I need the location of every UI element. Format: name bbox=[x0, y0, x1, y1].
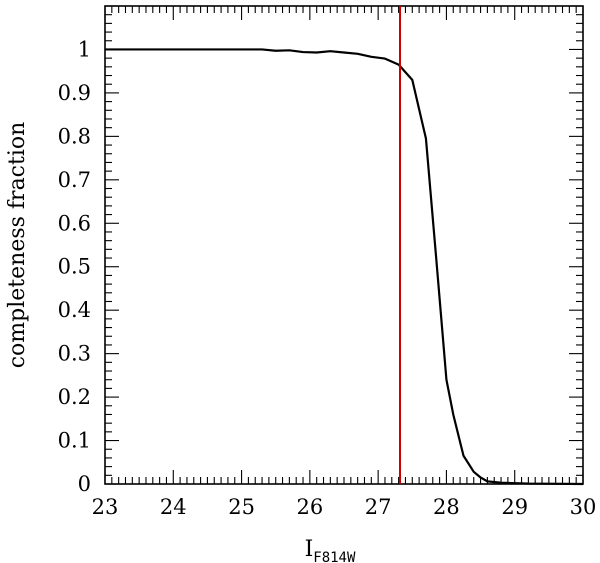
x-tick-label: 23 bbox=[92, 495, 119, 519]
x-tick-label: 29 bbox=[501, 495, 528, 519]
x-tick-label: 28 bbox=[433, 495, 460, 519]
completeness-curve bbox=[105, 48, 584, 486]
y-axis-title: completeness fraction bbox=[5, 122, 30, 369]
y-tick-label: 1 bbox=[78, 37, 91, 61]
x-tick-label: 27 bbox=[365, 495, 392, 519]
major-ticks bbox=[104, 5, 584, 485]
y-tick-label: 0.5 bbox=[58, 255, 91, 279]
plot-frame bbox=[104, 5, 584, 485]
y-tick-label: 0.6 bbox=[58, 211, 91, 235]
x-tick-label: 25 bbox=[228, 495, 255, 519]
x-axis-title: IF814W bbox=[305, 537, 356, 563]
y-tick-label: 0.8 bbox=[58, 124, 91, 148]
y-tick-label: 0.7 bbox=[58, 168, 91, 192]
x-tick-label: 30 bbox=[570, 495, 597, 519]
x-tick-labels: 23 24 25 26 27 28 29 30 bbox=[92, 495, 597, 519]
series-layer bbox=[105, 48, 584, 486]
y-tick-label: 0.1 bbox=[58, 429, 91, 453]
minor-ticks bbox=[105, 6, 583, 484]
x-axis-title-subscript: F814W bbox=[313, 550, 356, 563]
x-tick-label: 26 bbox=[296, 495, 323, 519]
x-axis-title-main: I bbox=[305, 537, 314, 562]
x-tick-label: 24 bbox=[160, 495, 187, 519]
y-tick-label: 0.3 bbox=[58, 342, 91, 366]
y-tick-label: 0.4 bbox=[58, 298, 91, 322]
y-tick-labels: 0 0.1 0.2 0.3 0.4 0.5 0.6 0.7 0.8 0.9 1 bbox=[58, 37, 91, 496]
y-tick-label: 0.9 bbox=[58, 81, 91, 105]
y-tick-label: 0 bbox=[78, 472, 91, 496]
y-tick-label: 0.2 bbox=[58, 385, 91, 409]
